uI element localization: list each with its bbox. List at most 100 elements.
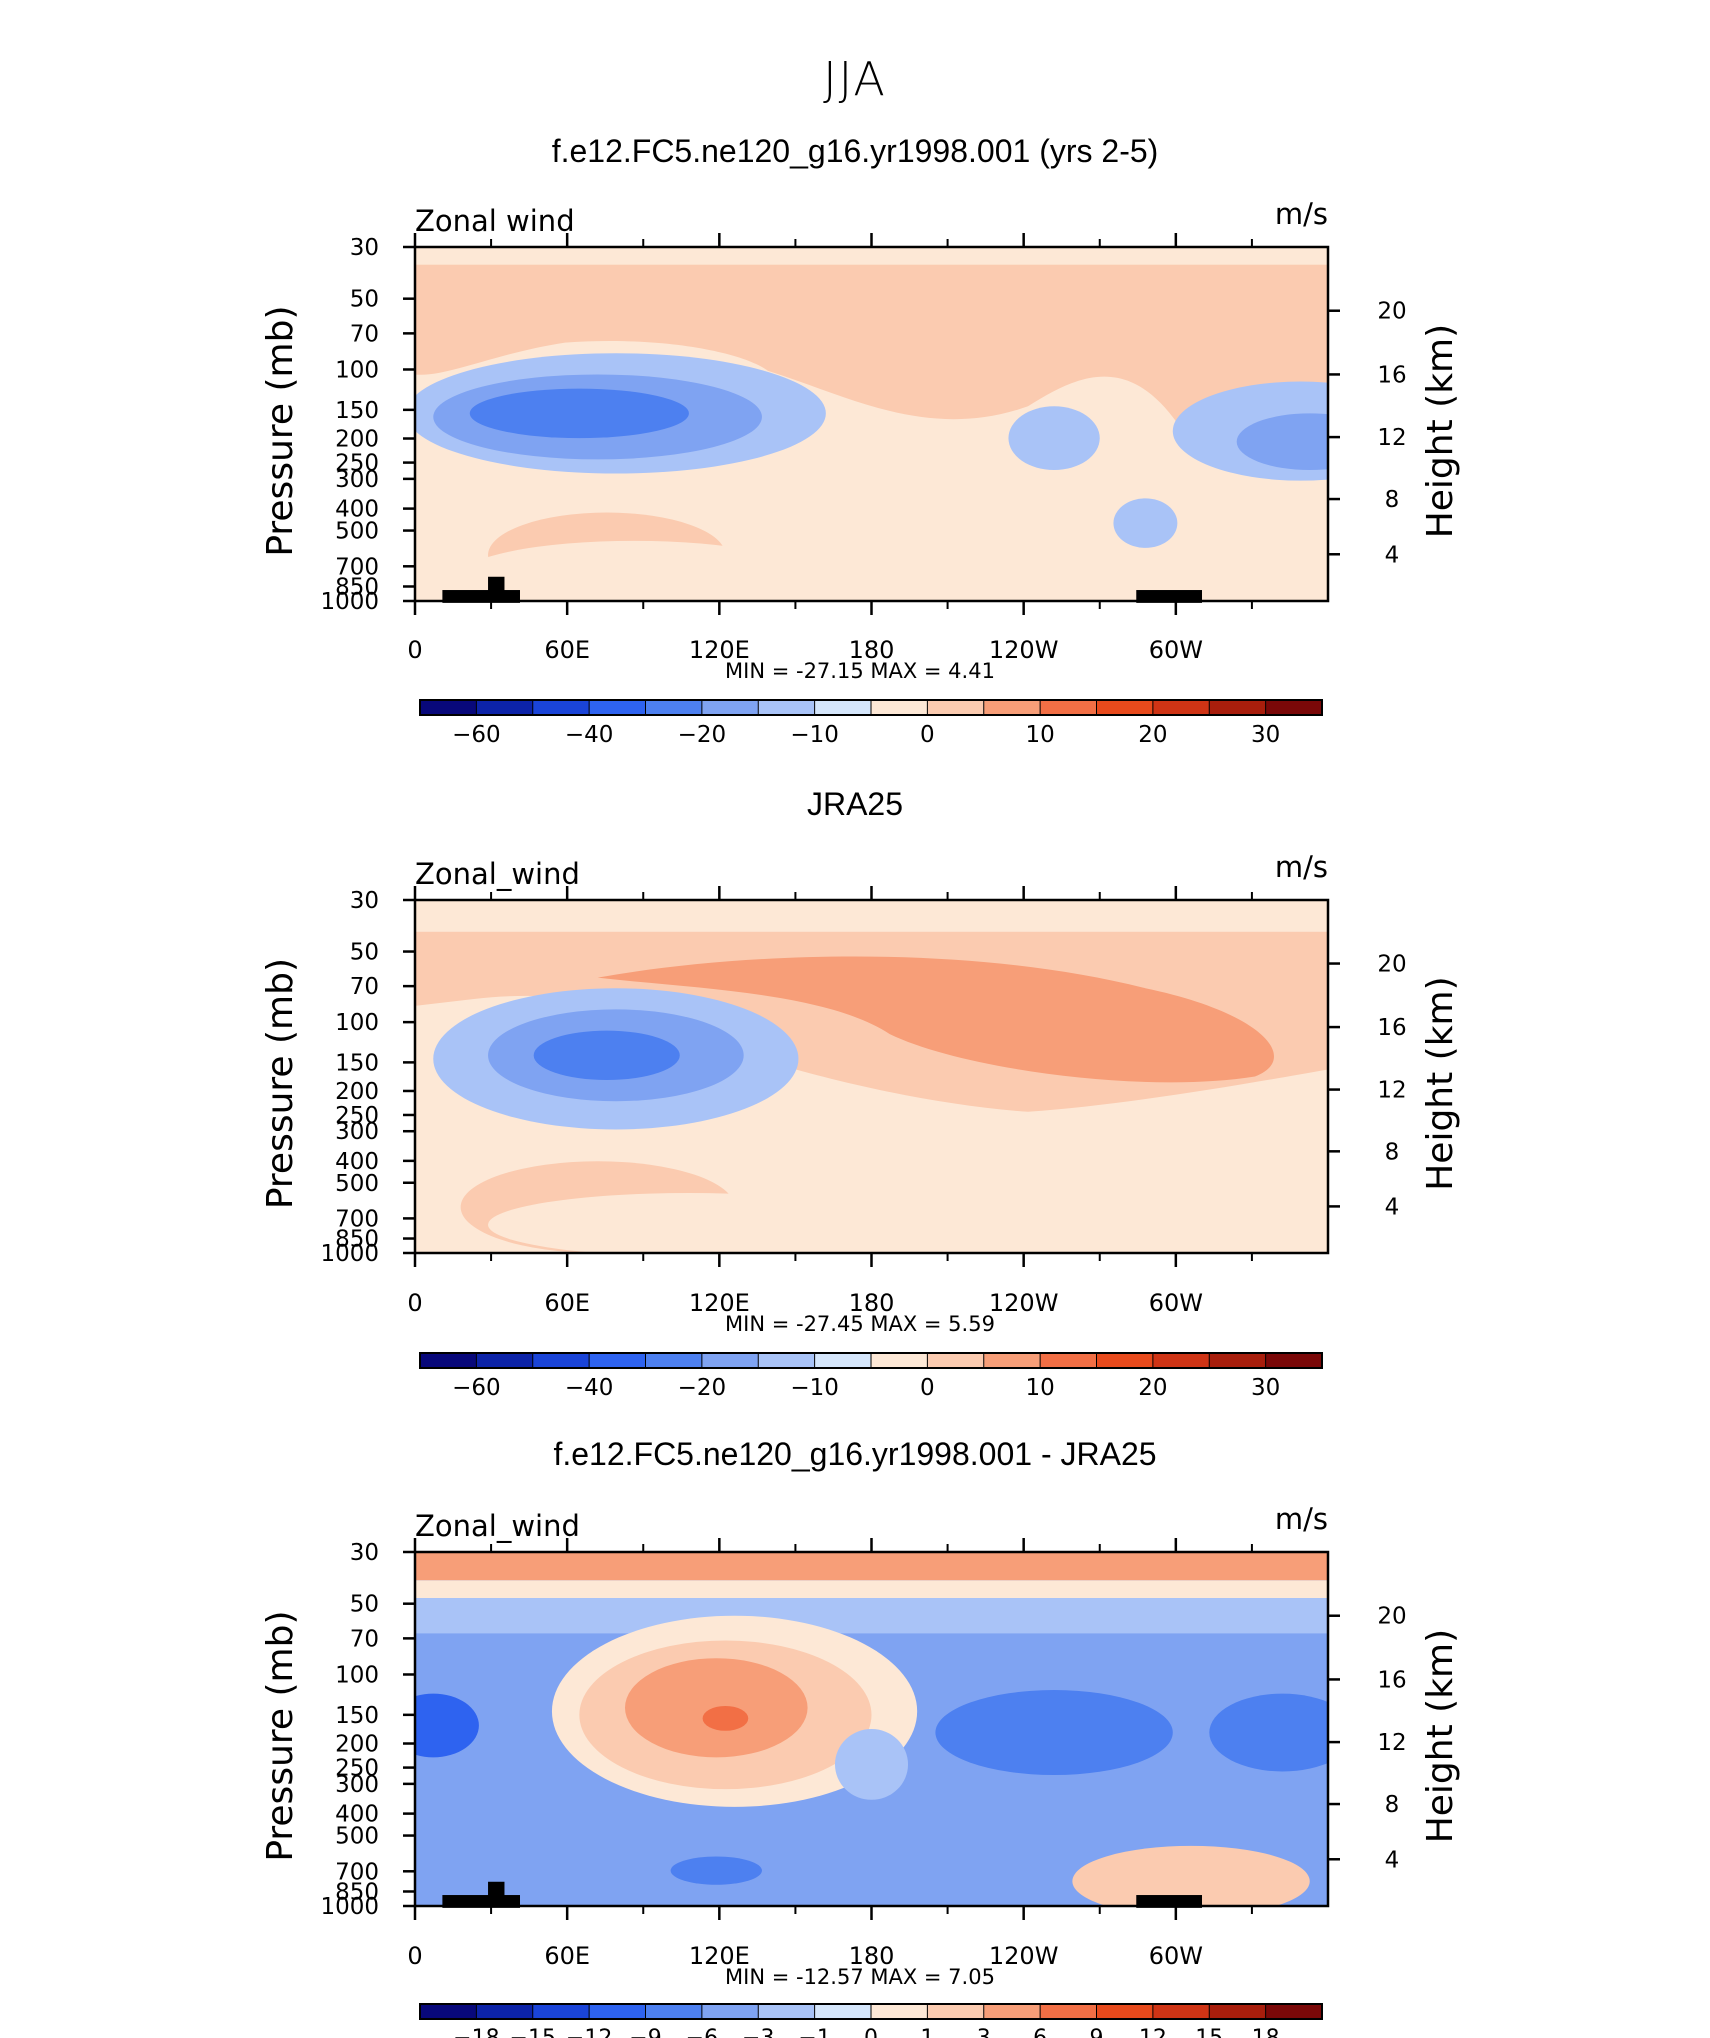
colorbar-swatch: [701, 1352, 760, 1369]
x-tick-label: 180: [849, 636, 895, 664]
y-tick-label: 700: [335, 1206, 379, 1232]
field-top-layer-2: [415, 1580, 1328, 1599]
colorbar-swatch: [419, 2003, 478, 2020]
y2-tick-label: 16: [1377, 362, 1406, 388]
panel-1: 0 60E 120E 180 120W 60W3050701001502002503004…: [260, 197, 1461, 748]
y2-tick-label: 12: [1377, 1078, 1406, 1104]
colorbar-swatch: [757, 1352, 816, 1369]
colorbar-swatch: [814, 1352, 872, 1369]
colorbar-tick-label: 10: [1025, 1375, 1054, 1401]
variable-label: Zonal_wind: [415, 1509, 580, 1543]
colorbar-swatch: [1208, 1352, 1267, 1369]
field-stratosphere: [415, 247, 1328, 428]
y-tick-label: 70: [350, 974, 379, 1000]
y-tick-label: 1000: [320, 589, 379, 615]
y-tick-label: 250: [335, 1103, 379, 1129]
colorbar-tick-label: −40: [565, 1375, 614, 1401]
colorbar-tick-label: −1: [798, 2026, 830, 2038]
topography-block: [442, 1895, 520, 1908]
y-tick-label: 50: [350, 287, 379, 313]
colorbar-tick-label: 0: [864, 2026, 878, 2038]
colorbar-swatch: [1039, 699, 1098, 716]
y2-tick-label: 12: [1377, 425, 1406, 451]
colorbar-swatch: [701, 2003, 760, 2020]
y-tick-label: 50: [350, 1592, 379, 1618]
y-tick-label: 250: [335, 451, 379, 477]
colorbar-tick-label: −10: [790, 1375, 839, 1401]
colorbar-1: −60 −40 −20 −10 0 10 20 30: [419, 699, 1323, 748]
colorbar-swatch: [1096, 2003, 1154, 2020]
colorbar-swatch: [983, 2003, 1042, 2020]
panel-1-field: [415, 247, 1328, 601]
field-gap: [834, 1729, 909, 1800]
y-tick-label: 200: [335, 1732, 379, 1758]
colorbar-swatch: [757, 2003, 816, 2020]
y2-tick-label: 4: [1385, 1847, 1400, 1873]
y-tick-label: 30: [350, 888, 379, 914]
colorbar-tick-label: −6: [686, 2026, 718, 2038]
topography-block: [1136, 1895, 1203, 1908]
colorbar-swatch: [757, 699, 816, 716]
y-tick-label: 100: [335, 357, 379, 383]
y-tick-label: 30: [350, 235, 379, 261]
colorbar-tick-label: 0: [920, 722, 935, 748]
field-lower-warm-2: [488, 1192, 890, 1253]
colorbar-swatch: [1265, 699, 1323, 716]
colorbar-swatch: [1208, 2003, 1267, 2020]
colorbar-tick-label: −9: [629, 2026, 661, 2038]
y-tick-label: 850: [335, 574, 379, 600]
colorbar-tick-label: −3: [742, 2026, 774, 2038]
colorbar-tick-label: −60: [452, 722, 501, 748]
field-lower-positive: [1072, 1845, 1310, 1906]
x-tick-label: 0: [407, 1289, 422, 1317]
colorbar-tick-label: 18: [1252, 2026, 1280, 2038]
colorbar-swatch: [1208, 699, 1267, 716]
field-negative-60w: [1209, 1693, 1328, 1772]
y-tick-label: 30: [350, 1540, 379, 1566]
colorbar-swatch: [532, 699, 591, 716]
colorbar-tick-label: 6: [1033, 2026, 1047, 2038]
field-upper-easterly: [597, 956, 1274, 1083]
panel-3-title: f.e12.FC5.ne120_g16.yr1998.001 - JRA25: [553, 1436, 1157, 1472]
colorbar-swatch: [588, 2003, 647, 2020]
field-jet-core: [533, 1030, 680, 1081]
topography-block: [488, 1881, 505, 1900]
y-tick-label: 500: [335, 1824, 379, 1850]
colorbar-tick-label: 0: [920, 1375, 935, 1401]
colorbar-swatch: [870, 1352, 929, 1369]
colorbar-tick-label: 12: [1139, 2026, 1167, 2038]
x-tick-label: 0: [407, 636, 422, 664]
units-label: m/s: [1275, 197, 1328, 231]
field-jet-core: [469, 388, 689, 439]
field-lower-warm-west: [1236, 533, 1328, 598]
y-tick-label: 500: [335, 1171, 379, 1197]
panel-3-field: [415, 1552, 1328, 1906]
y-tick-label: 400: [335, 497, 379, 523]
y-tick-label: 1000: [320, 1894, 379, 1920]
topography-block: [1136, 590, 1203, 603]
y2-axis-label: Height (km): [1420, 1629, 1461, 1843]
colorbar-swatch: [645, 2003, 703, 2020]
y-tick-label: 250: [335, 1756, 379, 1782]
y-tick-label: 850: [335, 1227, 379, 1253]
y-tick-label: 300: [335, 467, 379, 493]
y-tick-label: 150: [335, 1703, 379, 1729]
colorbar-tick-label: −20: [678, 722, 727, 748]
field-upper-stratosphere: [415, 247, 1328, 265]
colorbar-tick-label: −60: [452, 1375, 501, 1401]
y-tick-label: 100: [335, 1010, 379, 1036]
y-tick-label: 700: [335, 1859, 379, 1885]
panel-2-field: [415, 900, 1328, 1253]
y-axis-label: Pressure (mb): [260, 1610, 301, 1861]
x-tick-label: 60E: [544, 636, 590, 664]
panel-3: 0 60E 120E 180 120W 60W3050701001502002503004…: [260, 1502, 1461, 2038]
colorbar-tick-label: −15: [510, 2026, 556, 2038]
colorbar-swatch: [814, 2003, 872, 2020]
variable-label: Zonal wind: [415, 204, 575, 238]
colorbar-swatch: [926, 699, 985, 716]
field-anomaly-core: [702, 1705, 749, 1731]
field-top-layer: [415, 1552, 1328, 1581]
colorbar-swatch: [645, 1352, 703, 1369]
colorbar-tick-label: 15: [1195, 2026, 1223, 2038]
